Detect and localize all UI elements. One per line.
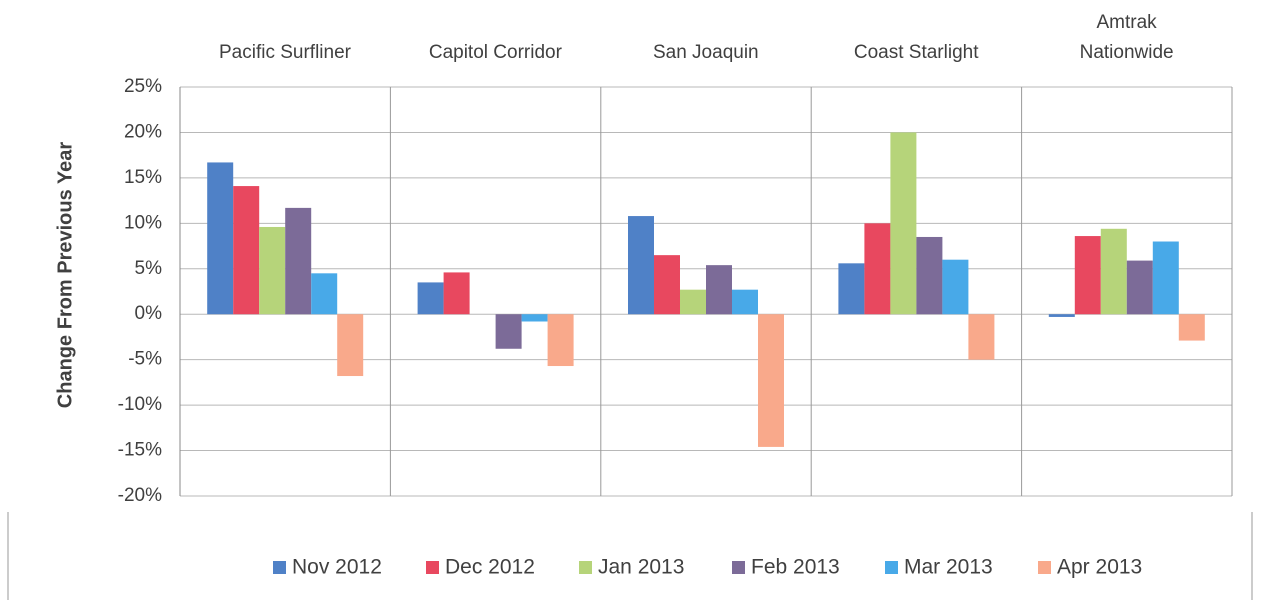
bar xyxy=(285,207,312,315)
bar xyxy=(1048,314,1075,317)
y-tick-label: 0% xyxy=(135,303,163,324)
bar xyxy=(968,314,995,360)
bar xyxy=(443,272,470,315)
bar xyxy=(628,216,654,315)
legend-label: Mar 2013 xyxy=(904,556,993,579)
bar xyxy=(916,236,943,315)
bar xyxy=(758,314,784,447)
bar xyxy=(1152,241,1179,315)
bar xyxy=(680,289,706,315)
legend-swatch xyxy=(732,561,745,574)
category-label: Coast Starlight xyxy=(853,42,979,63)
bar xyxy=(1100,228,1127,315)
y-tick-label: -5% xyxy=(128,349,162,370)
bar xyxy=(547,314,574,367)
y-tick-label: 15% xyxy=(124,167,162,188)
legend-label: Nov 2012 xyxy=(292,556,382,579)
bar xyxy=(259,226,286,315)
bar xyxy=(233,186,260,315)
legend-swatch xyxy=(1038,561,1051,574)
y-tick-label: 10% xyxy=(124,212,162,233)
legend-label: Jan 2013 xyxy=(598,556,684,579)
y-tick-label: 5% xyxy=(135,258,163,279)
bar xyxy=(732,289,758,315)
legend-label: Feb 2013 xyxy=(751,556,840,579)
bar xyxy=(521,314,548,322)
bar xyxy=(417,282,444,315)
legend-swatch xyxy=(273,561,286,574)
category-label: Capitol Corridor xyxy=(428,42,562,63)
bar xyxy=(337,314,364,377)
category-label: San Joaquin xyxy=(652,42,759,63)
bar xyxy=(864,223,891,315)
legend-label: Apr 2013 xyxy=(1057,556,1142,579)
bar xyxy=(654,255,680,315)
legend-swatch xyxy=(579,561,592,574)
bar xyxy=(495,314,522,349)
bar xyxy=(1074,236,1101,315)
y-tick-label: -10% xyxy=(118,394,162,415)
bar xyxy=(1126,260,1153,315)
bar xyxy=(311,273,338,315)
bar xyxy=(1178,314,1205,341)
bar xyxy=(207,162,234,315)
legend-swatch xyxy=(885,561,898,574)
category-label: Pacific Surfliner xyxy=(219,42,351,63)
y-tick-label: 25% xyxy=(124,76,162,97)
legend-label: Dec 2012 xyxy=(445,556,535,579)
y-tick-label: 20% xyxy=(124,121,162,142)
y-tick-label: -15% xyxy=(118,440,162,461)
bar xyxy=(890,132,917,315)
bar xyxy=(706,265,732,315)
legend-swatch xyxy=(426,561,439,574)
y-axis-label: Change From Previous Year xyxy=(54,142,76,409)
bar xyxy=(838,263,865,315)
y-tick-label: -20% xyxy=(118,485,162,506)
category-label: Amtrak Nationwide xyxy=(1079,12,1174,63)
bar xyxy=(942,259,969,315)
